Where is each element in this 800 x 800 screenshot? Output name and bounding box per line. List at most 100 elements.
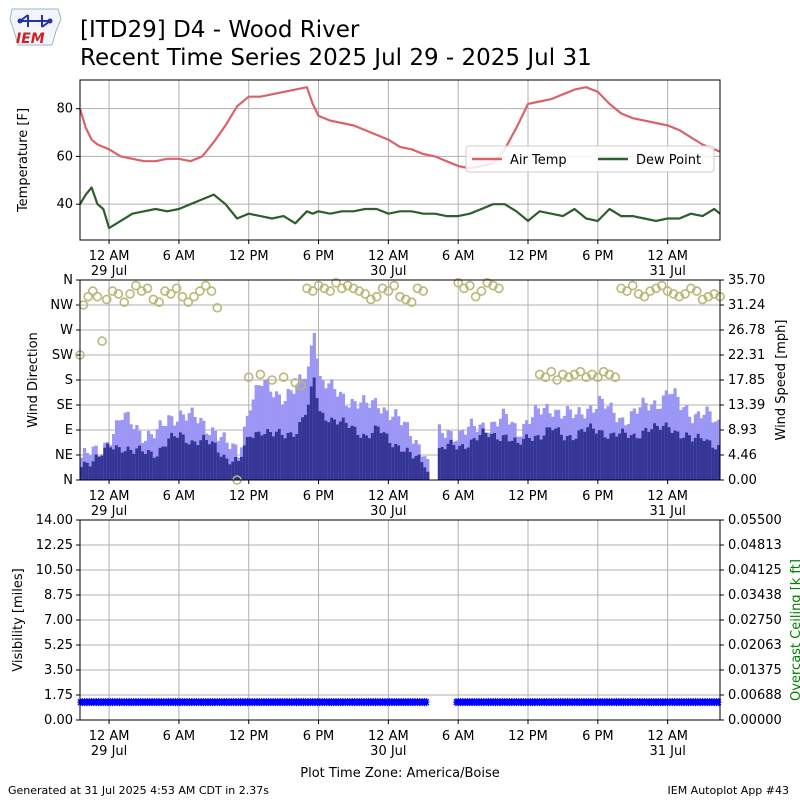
speed-bar xyxy=(120,452,124,480)
y-tick-label: W xyxy=(60,323,73,338)
x-tick-label: 12 PM xyxy=(229,249,269,264)
direction-marker xyxy=(92,291,103,302)
speed-bar xyxy=(173,436,177,480)
speed-bar xyxy=(452,445,456,480)
direction-marker xyxy=(290,377,301,388)
speed-bar xyxy=(464,448,468,480)
speed-bar xyxy=(187,444,191,480)
x-tick-label: 6 PM xyxy=(303,489,334,504)
speed-bar xyxy=(248,436,252,480)
gust-bar xyxy=(402,421,407,480)
speed-bar xyxy=(228,464,232,480)
speed-bar xyxy=(533,435,538,480)
direction-marker xyxy=(354,286,365,296)
speed-bar xyxy=(594,433,599,480)
speed-bar xyxy=(242,445,247,480)
speed-bar xyxy=(109,447,113,480)
speed-bar xyxy=(359,437,363,480)
speed-bar xyxy=(336,424,340,480)
gust-bar xyxy=(123,412,127,480)
x-tick-label: 12 PM xyxy=(508,249,548,264)
speed-bar xyxy=(394,443,398,480)
direction-marker xyxy=(342,280,353,291)
speed-bar xyxy=(589,423,593,480)
y2-tick-label: 0.01375 xyxy=(728,663,782,678)
gust-bar xyxy=(260,385,264,480)
y-tick-label: NW xyxy=(50,298,73,313)
speed-bar xyxy=(606,438,610,480)
direction-marker xyxy=(78,300,89,310)
speed-bar xyxy=(673,430,677,480)
y2-tick-label: 0.04813 xyxy=(728,538,782,553)
direction-marker xyxy=(674,291,685,302)
y2-tick-label: 22.31 xyxy=(728,348,765,363)
speed-bar xyxy=(446,443,450,480)
speed-bar xyxy=(481,428,485,480)
speed-bar xyxy=(234,457,238,480)
speed-bar xyxy=(301,417,305,480)
y2-tick-label: 0.00000 xyxy=(728,713,782,728)
speed-bar xyxy=(161,446,165,480)
speed-bar xyxy=(263,434,267,480)
direction-marker xyxy=(195,286,205,296)
logo-text: IEM xyxy=(16,31,45,47)
legend-label: Air Temp xyxy=(510,153,567,168)
speed-bar xyxy=(469,439,474,480)
speed-bar xyxy=(353,426,357,480)
speed-bar xyxy=(274,431,279,480)
speed-bar xyxy=(661,425,666,480)
direction-marker xyxy=(406,297,417,308)
chart-title: [ITD29] D4 - Wood River xyxy=(80,17,360,43)
x-tick-date-label: 31 Jul xyxy=(649,504,685,519)
speed-bar xyxy=(370,433,375,480)
speed-bar xyxy=(176,437,180,480)
speed-bar xyxy=(496,439,500,480)
speed-bar xyxy=(685,432,689,480)
speed-bar xyxy=(493,433,497,480)
direction-marker xyxy=(307,286,318,296)
speed-bar xyxy=(280,435,284,480)
y-tick-label: 80 xyxy=(56,102,73,117)
visibility-marker xyxy=(716,698,722,707)
direction-marker xyxy=(703,291,714,302)
direction-marker xyxy=(540,372,551,383)
speed-bar xyxy=(199,440,203,480)
speed-bar xyxy=(472,438,476,480)
speed-bar xyxy=(356,434,360,480)
speed-bar xyxy=(167,438,171,480)
speed-bar xyxy=(318,411,322,480)
y-tick-label: 12.25 xyxy=(36,538,73,553)
direction-marker xyxy=(482,277,493,288)
direction-marker xyxy=(459,283,469,294)
speed-bar xyxy=(414,455,418,480)
y2-tick-label: 0.02750 xyxy=(728,613,782,628)
speed-bar xyxy=(245,437,250,480)
direction-marker xyxy=(668,289,679,299)
speed-bar xyxy=(376,426,380,480)
y-tick-label: 10.50 xyxy=(36,563,73,578)
direction-marker xyxy=(558,369,568,380)
speed-bar xyxy=(272,436,276,480)
x-tick-date-label: 29 Jul xyxy=(91,744,127,759)
gust-bar xyxy=(120,419,124,480)
x-tick-label: 6 PM xyxy=(303,729,334,744)
y-tick-label: NE xyxy=(55,448,73,463)
speed-bar xyxy=(97,456,101,480)
speed-bar xyxy=(714,449,718,480)
visibility-axes-frame xyxy=(79,519,721,721)
direction-marker xyxy=(83,291,93,302)
direction-marker xyxy=(296,380,306,391)
direction-marker xyxy=(657,280,667,291)
iem-logo: IEM xyxy=(6,5,64,49)
speed-bar xyxy=(309,386,314,480)
speed-bar xyxy=(443,449,447,480)
x-tick-date-label: 30 Jul xyxy=(370,744,406,759)
direction-marker xyxy=(639,291,650,302)
direction-marker xyxy=(101,294,112,305)
y2-tick-label: 31.24 xyxy=(728,298,765,313)
y-tick-label: N xyxy=(63,473,73,488)
speed-bar xyxy=(306,404,311,480)
speed-bar xyxy=(638,438,642,480)
speed-bar xyxy=(411,458,415,480)
